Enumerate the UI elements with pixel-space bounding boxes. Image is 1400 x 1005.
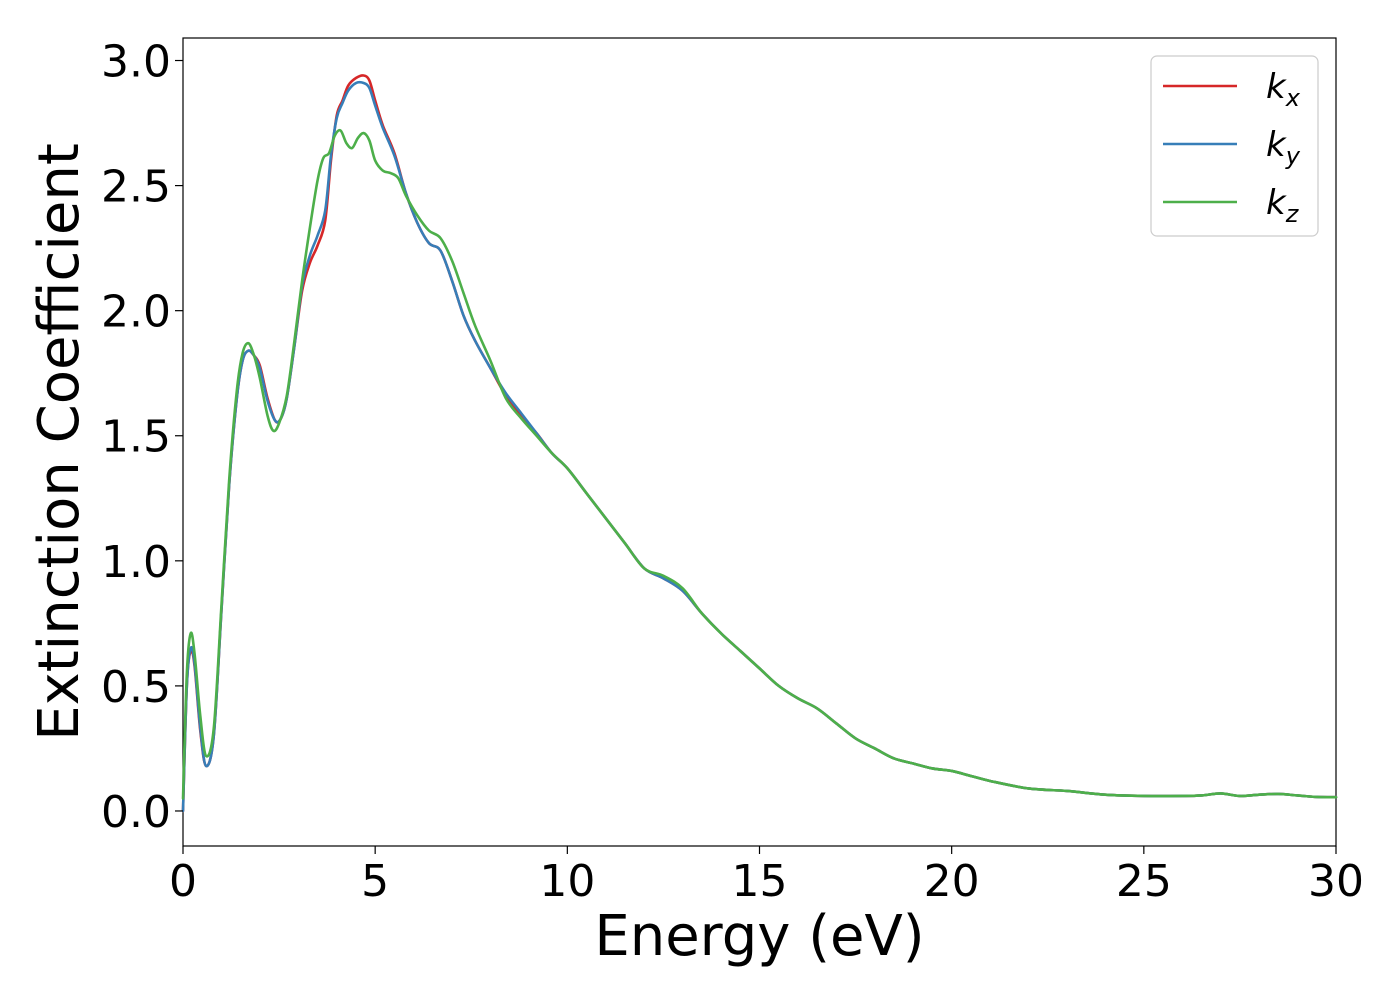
legend-label-kz: kz xyxy=(1266,183,1300,228)
y-tick-label: 1.5 xyxy=(101,412,171,463)
legend-box xyxy=(1150,55,1319,237)
y-tick-label: 1.0 xyxy=(101,537,171,588)
legend-label-subscript: y xyxy=(1285,142,1301,170)
x-tick-label: 0 xyxy=(169,856,197,907)
legend-label-subscript: x xyxy=(1285,84,1301,112)
legend-label-base: k xyxy=(1266,183,1287,223)
y-tick-label: 2.5 xyxy=(101,162,171,213)
x-tick-label: 10 xyxy=(539,856,595,907)
x-tick-label: 5 xyxy=(361,856,389,907)
x-axis-title: Energy (eV) xyxy=(594,904,924,969)
x-tick-label: 30 xyxy=(1308,856,1364,907)
ticks-layer: 0 5 10 15 20 25 30 0.0 0.5 1.0 1.5 2.0 2.5 3.0 xyxy=(101,37,1364,907)
y-tick-label: 0.5 xyxy=(101,662,171,713)
y-tick-label: 0.0 xyxy=(101,787,171,838)
x-tick-label: 20 xyxy=(924,856,980,907)
legend-label-base: k xyxy=(1266,67,1287,107)
legend-label-subscript: z xyxy=(1285,200,1300,228)
x-tick-label: 25 xyxy=(1116,856,1172,907)
series-layer xyxy=(181,74,1338,813)
plot-area xyxy=(182,37,1337,847)
y-axis-title: Extinction Coefficient xyxy=(27,143,92,741)
legend-label-ky: ky xyxy=(1266,125,1301,170)
x-tick-label: 15 xyxy=(732,856,788,907)
legend-label-kx: kx xyxy=(1266,67,1301,112)
series-line-kz xyxy=(181,128,1338,800)
y-tick-label: 3.0 xyxy=(101,37,171,88)
legend-label-base: k xyxy=(1266,125,1287,165)
y-tick-label: 2.0 xyxy=(101,287,171,338)
